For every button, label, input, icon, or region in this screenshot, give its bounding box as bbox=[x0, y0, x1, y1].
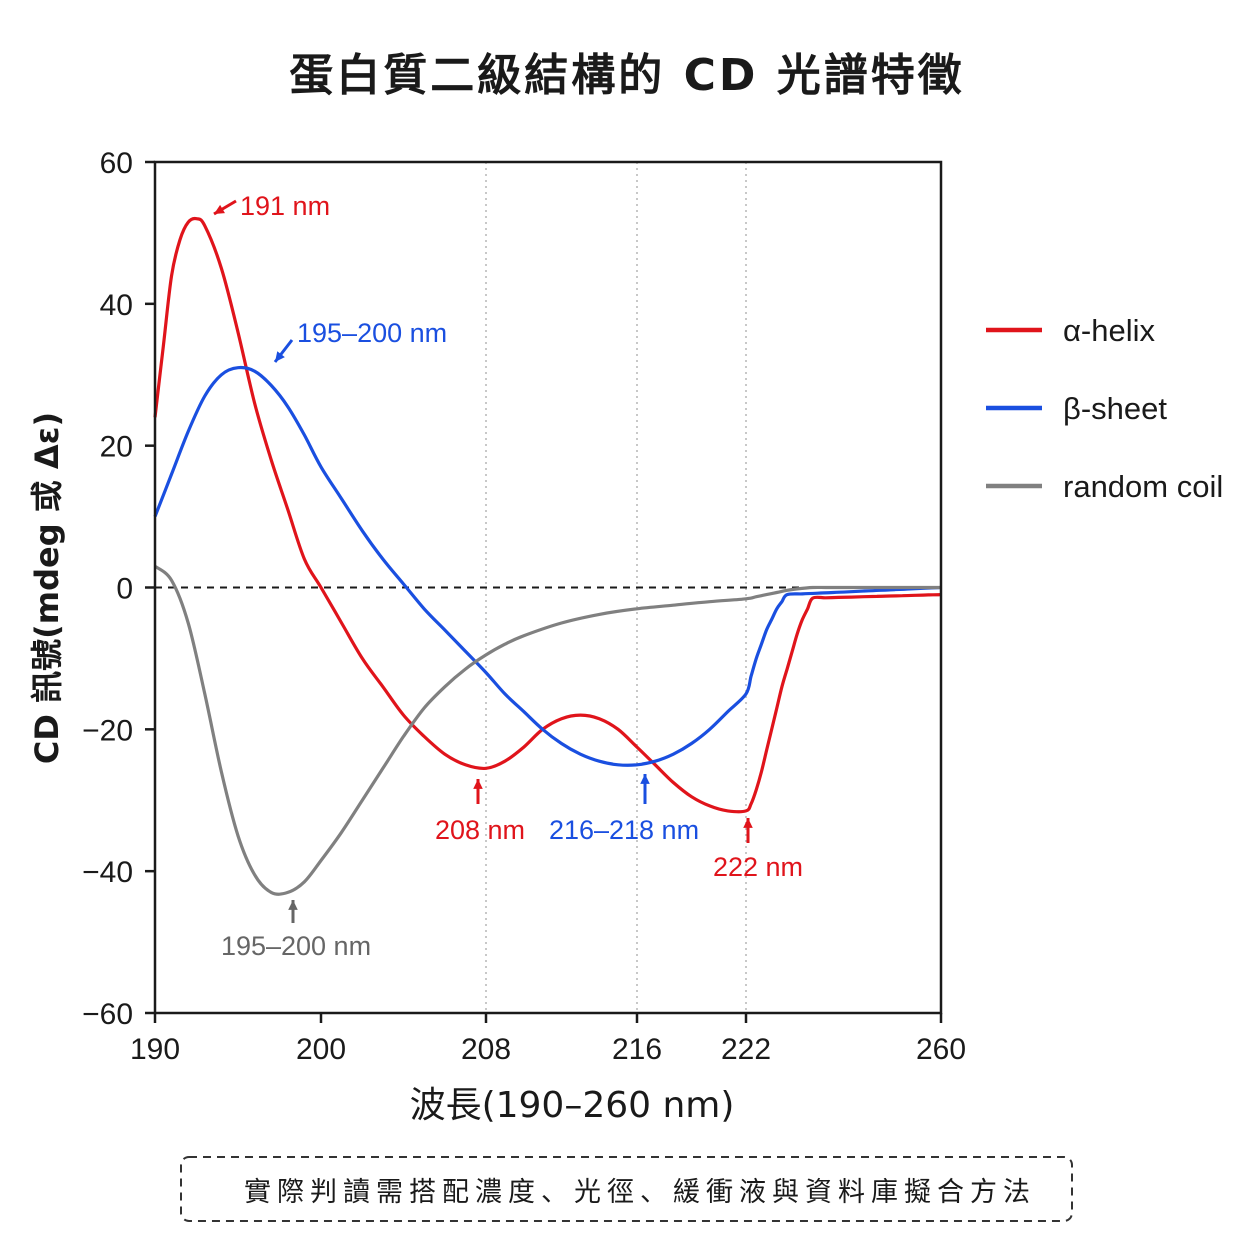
x-tick-label: 216 bbox=[612, 1033, 662, 1066]
annotation-arrow-head bbox=[214, 204, 225, 214]
annotation-label: 216–218 nm bbox=[549, 815, 699, 845]
y-tick-label: 0 bbox=[116, 573, 133, 606]
x-tick-label: 200 bbox=[296, 1033, 346, 1066]
y-tick-label: 40 bbox=[100, 289, 133, 322]
series-line-sheet bbox=[153, 365, 942, 767]
series-line-randomcoil bbox=[153, 564, 941, 896]
annotation-arrow-head bbox=[640, 774, 650, 784]
annotation-arrow-head bbox=[288, 900, 298, 910]
annotation-arrow-head bbox=[743, 818, 753, 828]
y-tick-label: −60 bbox=[82, 998, 133, 1031]
annotation-arrow-head bbox=[473, 779, 483, 789]
x-tick-label: 260 bbox=[916, 1033, 966, 1066]
annotation-label: 195–200 nm bbox=[297, 318, 447, 348]
x-tick-label: 208 bbox=[461, 1033, 511, 1066]
x-axis-title: 波長(190–260 nm) bbox=[410, 1085, 735, 1126]
legend-label: β-sheet bbox=[1063, 391, 1167, 426]
y-tick-label: 20 bbox=[100, 431, 133, 464]
series-line-helix bbox=[153, 216, 942, 814]
peak-annotations: 191 nm 195–200 nm 208 nm 216–218 nm 222 nm 19… bbox=[213, 191, 803, 961]
axes: −60 −40 −20 0 20 40 60 190 200 208 216 222 260 bbox=[82, 147, 966, 1066]
chart-title: 蛋白質二級結構的 CD 光譜特徵 bbox=[289, 50, 964, 101]
spectrum-curves bbox=[153, 216, 942, 896]
annotation-label: 208 nm bbox=[435, 815, 525, 845]
legend-label: α-helix bbox=[1063, 313, 1156, 348]
annotation-label: 222 nm bbox=[713, 852, 803, 882]
footnote-box bbox=[180, 1156, 1073, 1222]
annotation-label: 191 nm bbox=[240, 191, 330, 221]
y-tick-label: −20 bbox=[82, 714, 133, 747]
annotation-label: 195–200 nm bbox=[221, 931, 371, 961]
x-tick-label: 222 bbox=[721, 1033, 771, 1066]
legend: α-helix β-sheet random coil bbox=[986, 313, 1223, 504]
annotation-arrow-head bbox=[275, 351, 285, 362]
legend-label: random coil bbox=[1063, 469, 1223, 504]
y-tick-label: −40 bbox=[82, 856, 133, 889]
y-tick-label: 60 bbox=[100, 147, 133, 180]
x-tick-label: 190 bbox=[130, 1033, 180, 1066]
footnote-text: 實際判讀需搭配濃度、光徑、緩衝液與資料庫擬合方法 bbox=[244, 1177, 1036, 1208]
y-axis-title: CD 訊號(mdeg 或 Δε) bbox=[28, 412, 66, 764]
